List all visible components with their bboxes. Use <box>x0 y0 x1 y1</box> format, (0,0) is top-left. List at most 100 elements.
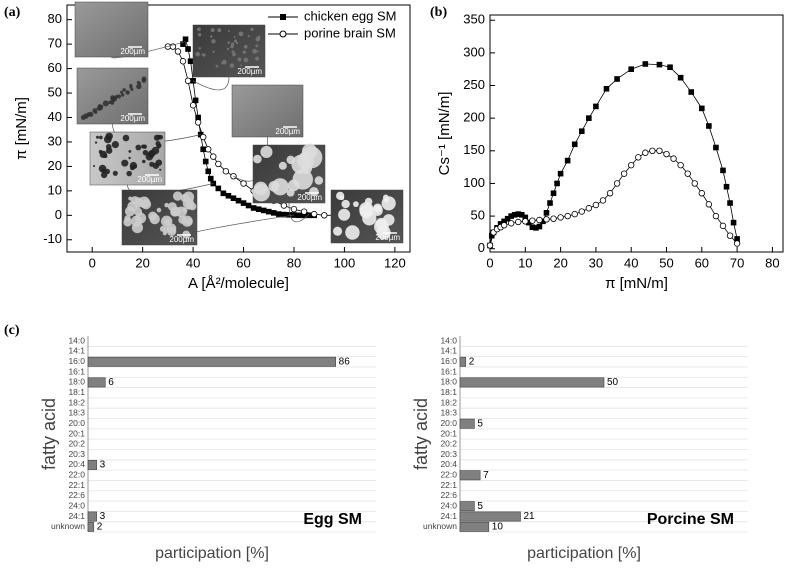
value-label: 2 <box>97 521 103 532</box>
bar <box>459 501 475 512</box>
marker <box>529 217 536 224</box>
micrograph-feature <box>198 47 201 50</box>
y-tick-label: 20:0 <box>68 418 85 428</box>
micrograph-feature <box>142 159 146 164</box>
bar <box>459 418 475 429</box>
y-tick-label: 10 <box>48 182 62 197</box>
micrograph-feature <box>226 47 230 51</box>
marker <box>245 202 252 209</box>
marker <box>564 212 571 220</box>
y-tick-label: 22:0 <box>440 470 457 480</box>
micrograph-feature <box>142 144 147 149</box>
micrograph-feature <box>250 27 254 31</box>
micrograph-feature <box>232 53 236 57</box>
y-tick-label: 20:1 <box>68 428 85 438</box>
marker <box>628 161 635 169</box>
micrograph-feature <box>98 149 103 154</box>
marker <box>713 144 719 151</box>
y-tick-label: 18:3 <box>440 408 457 418</box>
legend-marker <box>279 30 287 38</box>
scale-bar-label: 200µm <box>137 175 162 184</box>
micrograph-feature <box>96 135 100 139</box>
bar <box>459 521 490 532</box>
scale-bar-label: 200µm <box>120 47 145 56</box>
micrograph-feature <box>364 197 373 206</box>
y-tick-label: 16:1 <box>440 366 457 376</box>
micrograph-feature <box>98 164 107 173</box>
scale-bar-label: 200µm <box>297 193 322 202</box>
marker <box>210 153 217 160</box>
micrograph-feature <box>92 108 98 114</box>
marker <box>603 85 610 92</box>
y-tick-label: 18:1 <box>440 387 457 397</box>
y-tick-label: 14:0 <box>68 335 85 345</box>
micrograph-feature <box>255 56 259 61</box>
marker <box>614 76 620 82</box>
marker <box>488 232 495 239</box>
value-label: 5 <box>477 418 483 429</box>
marker <box>240 180 247 187</box>
x-tick-label: 10 <box>518 255 532 270</box>
micrograph-feature <box>291 154 311 174</box>
marker <box>202 158 209 165</box>
y-tick-label: 20:4 <box>440 459 457 469</box>
marker <box>276 211 282 217</box>
micrograph-feature <box>100 104 104 108</box>
micrograph-feature <box>148 149 156 157</box>
x-tick-label: 80 <box>287 255 301 270</box>
y-tick-label: 18:0 <box>68 377 85 387</box>
marker <box>585 205 593 212</box>
micrograph-feature <box>292 169 314 190</box>
y-tick-label: 18:2 <box>68 397 85 407</box>
micrograph-feature <box>155 159 163 166</box>
y-tick-label: 30 <box>48 133 62 148</box>
y-tick-label: 20 <box>48 158 62 173</box>
y-tick-label: 300 <box>463 44 485 59</box>
y-tick-label: 24:0 <box>68 500 85 510</box>
micrograph-feature <box>133 164 137 169</box>
marker <box>628 66 635 72</box>
marker <box>205 146 212 153</box>
y-tick-label: 14:1 <box>68 346 85 356</box>
marker <box>571 141 578 148</box>
scale-bar-label: 200µm <box>120 114 145 123</box>
micrograph-feature <box>231 50 235 54</box>
micrograph-feature <box>237 57 242 62</box>
micrograph: 200µm <box>252 143 326 204</box>
marker <box>310 210 318 218</box>
micrograph-feature <box>309 186 319 197</box>
micrograph-feature <box>210 28 215 33</box>
marker <box>684 170 691 177</box>
marker <box>571 210 578 218</box>
marker <box>222 168 230 175</box>
marker <box>174 48 182 55</box>
value-label: 2 <box>469 356 475 367</box>
marker <box>536 223 543 230</box>
marker <box>526 219 532 226</box>
bar <box>87 377 106 388</box>
micrograph-feature <box>135 144 142 151</box>
x-axis-label: π [mN/m] <box>605 275 668 292</box>
micrograph-feature <box>121 159 129 167</box>
micrograph-feature <box>99 135 103 140</box>
marker <box>533 225 539 231</box>
marker <box>504 215 511 222</box>
marker <box>300 208 308 215</box>
y-tick-label: 20:3 <box>440 449 457 459</box>
y-tick-label: 40 <box>48 109 62 124</box>
micrograph-feature <box>253 181 268 196</box>
value-label: 3 <box>100 511 106 522</box>
connector <box>192 76 230 91</box>
micrograph-feature <box>217 28 222 33</box>
micrograph-feature <box>120 93 125 97</box>
micrograph-feature <box>278 161 287 170</box>
micrograph-feature <box>382 194 389 201</box>
micrograph-feature <box>201 53 204 56</box>
micrograph-feature <box>221 59 227 65</box>
panel-label: (c) <box>4 323 20 338</box>
micrograph-feature <box>260 145 273 159</box>
micrograph-feature <box>136 83 142 90</box>
micrograph-feature <box>233 35 236 38</box>
micrograph-feature <box>182 207 188 214</box>
